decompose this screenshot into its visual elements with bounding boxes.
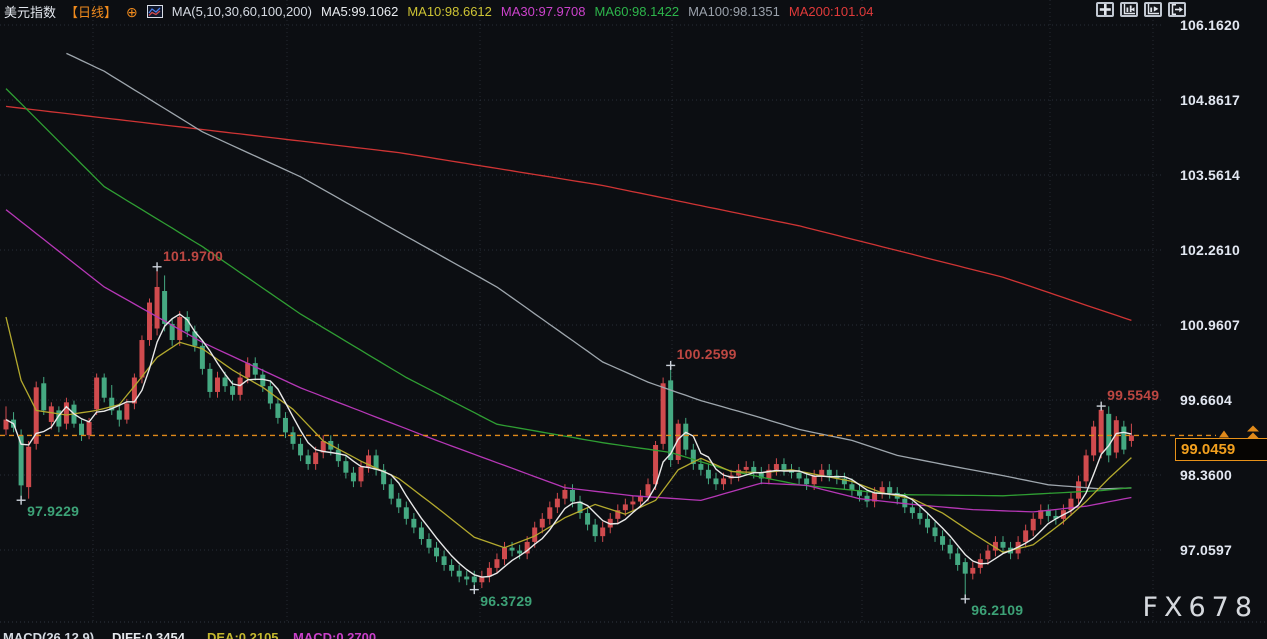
macd-macd-value: MACD:0.2700: [293, 630, 377, 639]
exit-chart-icon[interactable]: [1168, 2, 1186, 17]
ma-line-ma200: [5, 105, 1132, 322]
price-line-arrow-icon: [1219, 430, 1229, 438]
extreme-cross-marker: [1096, 401, 1106, 411]
extreme-cross-marker: [16, 495, 26, 505]
legend-ma30: MA30:97.9708: [500, 4, 586, 19]
ma-values-legend: MA5:99.1062 MA10:98.6612 MA30:97.9708 MA60:…: [321, 4, 873, 19]
legend-ma10: MA10:98.6612: [407, 4, 492, 19]
macd-dea-value: DEA:0.2105: [207, 630, 279, 639]
chart-toolbar: [1096, 2, 1186, 17]
extreme-cross-marker: [666, 360, 676, 370]
chart-play-icon[interactable]: [1144, 2, 1162, 17]
pan-crosshair-icon[interactable]: [1096, 2, 1114, 17]
scroll-to-latest-icon2[interactable]: [1247, 432, 1259, 439]
current-price-tag: 99.0459: [1175, 437, 1267, 461]
axis-tick-label: 103.5614: [1180, 166, 1240, 183]
price-axis[interactable]: 106.1620 104.8617 103.5614 102.2610 100.9607…: [1178, 0, 1267, 621]
axis-tick-label: 98.3600: [1180, 467, 1233, 483]
candles: [3, 266, 1134, 599]
chart-step-back-icon[interactable]: [1120, 2, 1138, 17]
axis-tick-label: 99.6604: [1180, 392, 1233, 408]
price-annotation: 99.5549: [1107, 387, 1160, 404]
chart-legend-bar: 美元指数 【日线】 ⊕ MA(5,10,30,60,100,200) MA5:9…: [4, 2, 873, 21]
macd-params-label: MACD(26,12,9): [3, 630, 95, 639]
ma-params-label: MA(5,10,30,60,100,200): [171, 4, 312, 19]
price-annotation: 96.2109: [971, 601, 1024, 618]
legend-ma100: MA100:98.1351: [688, 4, 780, 19]
axis-tick-label: 104.8617: [1180, 91, 1240, 108]
mini-line-chart-icon[interactable]: [146, 5, 163, 18]
legend-ma200: MA200:101.04: [788, 4, 874, 19]
price-annotation: 96.3729: [480, 592, 533, 609]
plus-circle-icon[interactable]: ⊕: [126, 3, 138, 20]
extreme-cross-marker: [469, 585, 479, 595]
extreme-cross-marker: [960, 594, 970, 604]
grid: [0, 0, 1267, 623]
legend-ma5: MA5:99.1062: [320, 4, 399, 19]
axis-tick-label: 97.0597: [1180, 542, 1233, 558]
ma-line-ma30: [5, 209, 1132, 513]
price-annotation: 97.9229: [27, 503, 80, 520]
axis-tick-label: 102.2610: [1180, 241, 1240, 258]
scroll-to-latest-icon[interactable]: [1247, 425, 1259, 432]
extreme-cross-marker: [152, 262, 162, 272]
axis-tick-label: 100.9607: [1180, 316, 1240, 333]
axis-tick-label: 106.1620: [1180, 16, 1240, 33]
ma-line-ma100: [66, 52, 1132, 490]
ma-line-ma10: [5, 316, 1132, 553]
timeframe-label[interactable]: 【日线】: [65, 5, 118, 20]
legend-ma60: MA60:98.1422: [594, 4, 680, 19]
price-annotation: 100.2599: [676, 346, 737, 363]
ma-lines: [5, 52, 1132, 578]
price-annotation: 101.9700: [163, 247, 224, 264]
ma-line-ma5: [5, 313, 1132, 578]
macd-diff-value: DIFF:0.3454: [112, 630, 185, 639]
fx678-watermark: FX678: [1142, 592, 1258, 623]
ma-line-ma60: [5, 88, 1132, 497]
symbol-title: 美元指数: [4, 5, 57, 20]
